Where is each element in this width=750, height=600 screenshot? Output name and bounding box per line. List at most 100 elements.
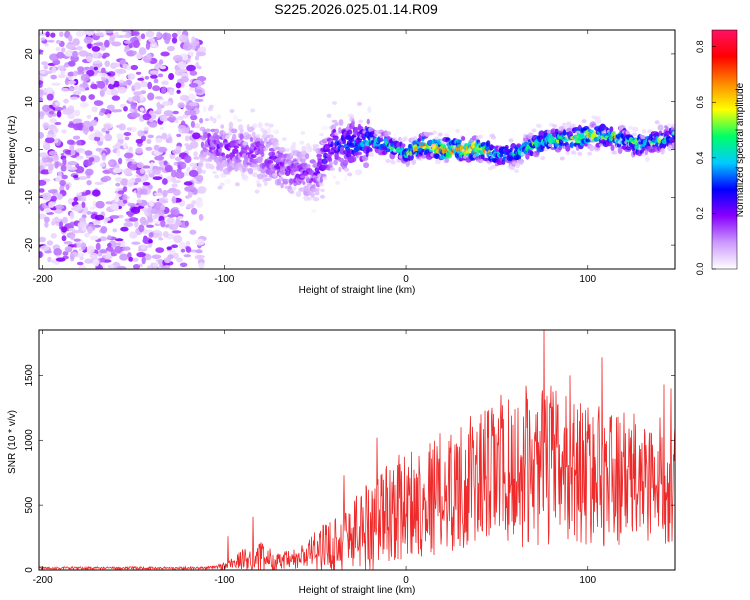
heatmap-cell <box>145 42 151 50</box>
heatmap-cell <box>257 122 263 129</box>
heatmap-cell <box>157 146 168 153</box>
heatmap-cell <box>86 211 92 215</box>
heatmap-cell <box>147 81 153 90</box>
heatmap-cell <box>508 138 514 143</box>
heatmap-x-tick-label: -100 <box>214 274 234 285</box>
heatmap-cell <box>57 65 66 70</box>
heatmap-cell <box>189 87 196 91</box>
heatmap-cell <box>334 122 339 126</box>
heatmap-cell <box>178 34 188 43</box>
heatmap-cell <box>159 65 167 70</box>
heatmap-cell <box>189 162 198 168</box>
heatmap-cell <box>122 199 128 204</box>
heatmap-cell <box>547 143 553 147</box>
heatmap-cell <box>478 134 484 139</box>
heatmap-cell <box>195 200 204 208</box>
heatmap-cell <box>137 77 145 81</box>
heatmap-cell <box>160 219 166 228</box>
heatmap-cell <box>342 159 348 167</box>
heatmap-cell <box>190 207 198 215</box>
heatmap-cell <box>314 191 320 196</box>
heatmap-cell <box>72 86 82 91</box>
heatmap-cell <box>216 152 224 157</box>
heatmap-cell <box>316 154 323 158</box>
heatmap-cell <box>202 105 207 113</box>
heatmap-cell <box>121 30 130 33</box>
heatmap-cell <box>105 130 110 134</box>
heatmap-cell <box>128 256 134 262</box>
heatmap-cell <box>201 169 207 174</box>
heatmap-cell <box>46 134 55 138</box>
heatmap-cell <box>457 139 462 143</box>
heatmap-cell <box>306 145 313 153</box>
heatmap-cell <box>570 141 574 149</box>
heatmap-cell <box>318 182 324 187</box>
heatmap-cell <box>214 174 220 179</box>
heatmap-cell <box>50 233 57 239</box>
heatmap-cell <box>94 214 105 221</box>
heatmap-cell <box>78 264 87 269</box>
heatmap-cell <box>565 151 570 155</box>
heatmap-cell <box>187 93 196 101</box>
colorbar-tick-label: 0.6 <box>695 96 705 109</box>
heatmap-cell <box>192 40 200 46</box>
heatmap-cell <box>110 77 115 85</box>
heatmap-cell <box>55 39 61 44</box>
heatmap-cell <box>142 182 151 186</box>
heatmap-cell <box>97 81 106 89</box>
heatmap-cell <box>130 102 137 109</box>
heatmap-cell <box>77 221 88 228</box>
heatmap-cell <box>39 32 47 36</box>
heatmap-cell <box>74 109 81 117</box>
heatmap-cell <box>76 140 82 146</box>
heatmap-cell <box>127 96 134 102</box>
heatmap-cell <box>435 159 441 165</box>
heatmap-cell <box>486 140 491 147</box>
heatmap-cell <box>39 251 43 258</box>
heatmap-cell <box>256 173 264 180</box>
heatmap-y-axis-label: Frequency (Hz) <box>7 116 18 185</box>
heatmap-cell <box>110 203 119 211</box>
heatmap-cell <box>177 215 184 220</box>
heatmap-cell <box>48 111 55 115</box>
heatmap-x-axis-label: Height of straight line (km) <box>299 285 416 296</box>
heatmap-cell <box>188 82 199 88</box>
heatmap-cell <box>352 152 356 157</box>
heatmap-cell <box>44 42 49 47</box>
heatmap-cell <box>171 183 178 188</box>
heatmap-cell <box>228 121 234 129</box>
heatmap-cell <box>101 127 107 133</box>
heatmap-cell <box>88 157 95 162</box>
heatmap-cell <box>161 132 168 140</box>
heatmap-cell <box>133 264 140 269</box>
heatmap-cell <box>625 130 631 135</box>
heatmap-cell <box>86 56 93 63</box>
heatmap-cell <box>331 119 338 123</box>
heatmap-cell <box>228 165 232 172</box>
heatmap-cell <box>116 148 121 157</box>
heatmap-cell <box>391 137 397 142</box>
heatmap-cell <box>628 125 634 130</box>
heatmap-cell <box>329 167 335 171</box>
snr-x-ticks: -200 -100 0 100 <box>33 330 597 586</box>
heatmap-cell <box>102 32 107 36</box>
heatmap-cell <box>197 46 207 54</box>
heatmap-cell <box>153 192 163 196</box>
heatmap-cell <box>197 186 207 194</box>
heatmap-cell <box>143 253 152 261</box>
heatmap-cell <box>72 50 78 59</box>
heatmap-cell <box>280 182 284 189</box>
heatmap-cell <box>75 157 83 161</box>
heatmap-cell <box>48 189 58 194</box>
heatmap-cell <box>88 94 95 100</box>
colorbar-tick-label: 0.4 <box>695 152 705 165</box>
heatmap-cell <box>291 186 297 191</box>
heatmap-cell <box>300 131 306 135</box>
heatmap-cell <box>491 164 496 169</box>
heatmap-cell <box>87 42 92 49</box>
heatmap-cell <box>402 136 408 141</box>
heatmap-cell <box>299 140 305 145</box>
heatmap-cell <box>455 128 461 133</box>
heatmap-cell <box>118 123 126 131</box>
snr-series-line <box>39 330 675 570</box>
